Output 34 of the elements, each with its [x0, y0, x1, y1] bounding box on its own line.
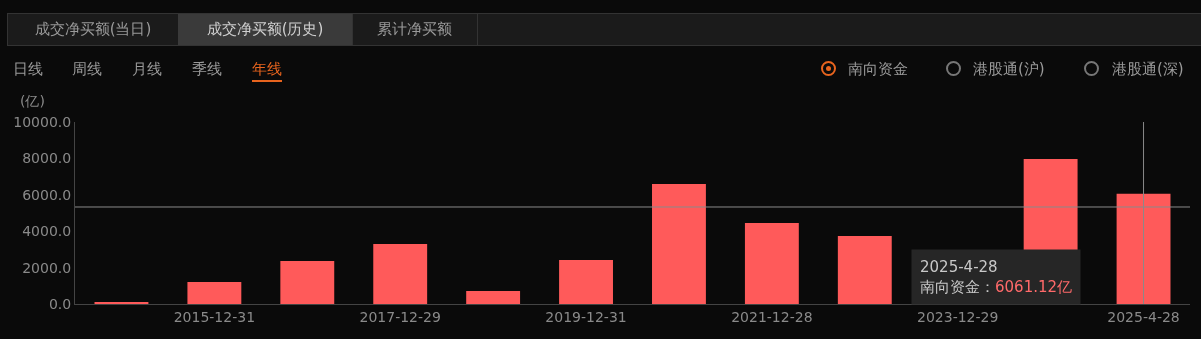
text: 日线 — [13, 59, 43, 80]
text: 南向资金 — [848, 59, 908, 80]
bar — [837, 235, 892, 304]
x-tick-label: 2021-12-28 — [731, 308, 813, 325]
y-tick-label: 6000.0 — [22, 186, 72, 203]
x-tick-label: 2025-4-28 — [1107, 308, 1180, 325]
x-tick-label: 2019-12-31 — [545, 308, 627, 325]
bar — [466, 291, 521, 304]
bar — [652, 184, 706, 304]
text: 季线 — [192, 59, 222, 80]
text: 累计净买额 — [352, 14, 478, 45]
text: 港股通(沪) — [973, 59, 1045, 80]
text: 港股通(深) — [1112, 59, 1184, 80]
bar — [559, 259, 613, 304]
text: 年线 — [252, 58, 282, 82]
y-axis-title: (亿) — [20, 93, 45, 109]
x-tick-label: 2015-12-31 — [173, 308, 256, 325]
text: 月线 — [132, 59, 162, 80]
bar — [280, 261, 335, 304]
text: 周线 — [72, 59, 102, 80]
bar — [187, 281, 242, 304]
text: 成交净买额(历史) — [178, 14, 353, 45]
annotation: 2025-4-28 南向资金：6061.12亿 — [920, 258, 1073, 296]
y-tick-label: 10000.0 — [13, 113, 72, 130]
y-tick-label: 8000.0 — [22, 150, 72, 167]
bar — [744, 223, 799, 304]
text: 成交净买额(当日) — [8, 14, 179, 45]
y-tick-label: 4000.0 — [22, 223, 72, 240]
x-tick-label: 2017-12-29 — [359, 308, 441, 325]
bar — [373, 243, 428, 304]
bar — [1116, 193, 1171, 304]
y-tick-label: 0.0 — [48, 295, 72, 312]
x-tick-label: 2023-12-29 — [917, 308, 999, 325]
y-tick-label: 2000.0 — [22, 259, 72, 276]
